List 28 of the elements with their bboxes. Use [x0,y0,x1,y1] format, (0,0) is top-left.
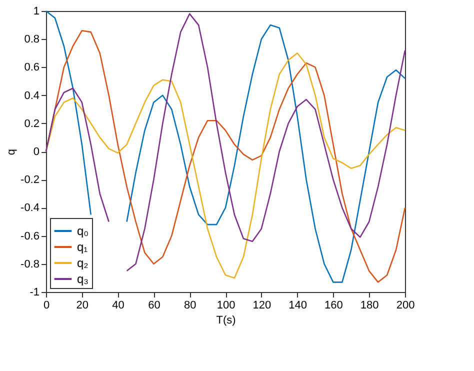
x-tick-label: 120 [252,300,272,312]
y-axis-title: q [6,148,18,156]
y-tick-label: -1 [30,286,40,298]
x-tick-label: 80 [184,300,196,312]
y-tick-label: 0.6 [24,62,40,74]
y-tick-label: 0.2 [24,118,40,130]
x-axis-title: T(s) [216,314,236,326]
x-tick-label: 200 [396,300,415,312]
x-tick-label: 60 [148,300,160,312]
x-tick-label: 180 [360,300,379,312]
legend-label: q₀ [77,224,89,238]
x-tick-label: 20 [76,300,89,312]
y-tick-label: 0.8 [24,34,40,46]
legend-label: q₁ [77,240,88,254]
x-tick-label: 140 [288,300,307,312]
x-tick-label: 100 [216,300,236,312]
x-tick-label: 160 [324,300,343,312]
y-tick-label: -0.4 [20,202,40,214]
x-tick-label: 40 [112,300,124,312]
legend-label: q₂ [77,256,89,270]
y-tick-label: -0.8 [20,258,40,270]
y-tick-label: -0.6 [20,230,40,242]
y-tick-label: -0.2 [20,174,40,186]
y-tick-label: 0 [33,146,40,158]
x-tick-label: 0 [43,300,50,312]
y-tick-label: 1 [33,6,40,18]
y-tick-label: 0.4 [24,90,40,102]
legend-label: q₃ [77,272,89,286]
